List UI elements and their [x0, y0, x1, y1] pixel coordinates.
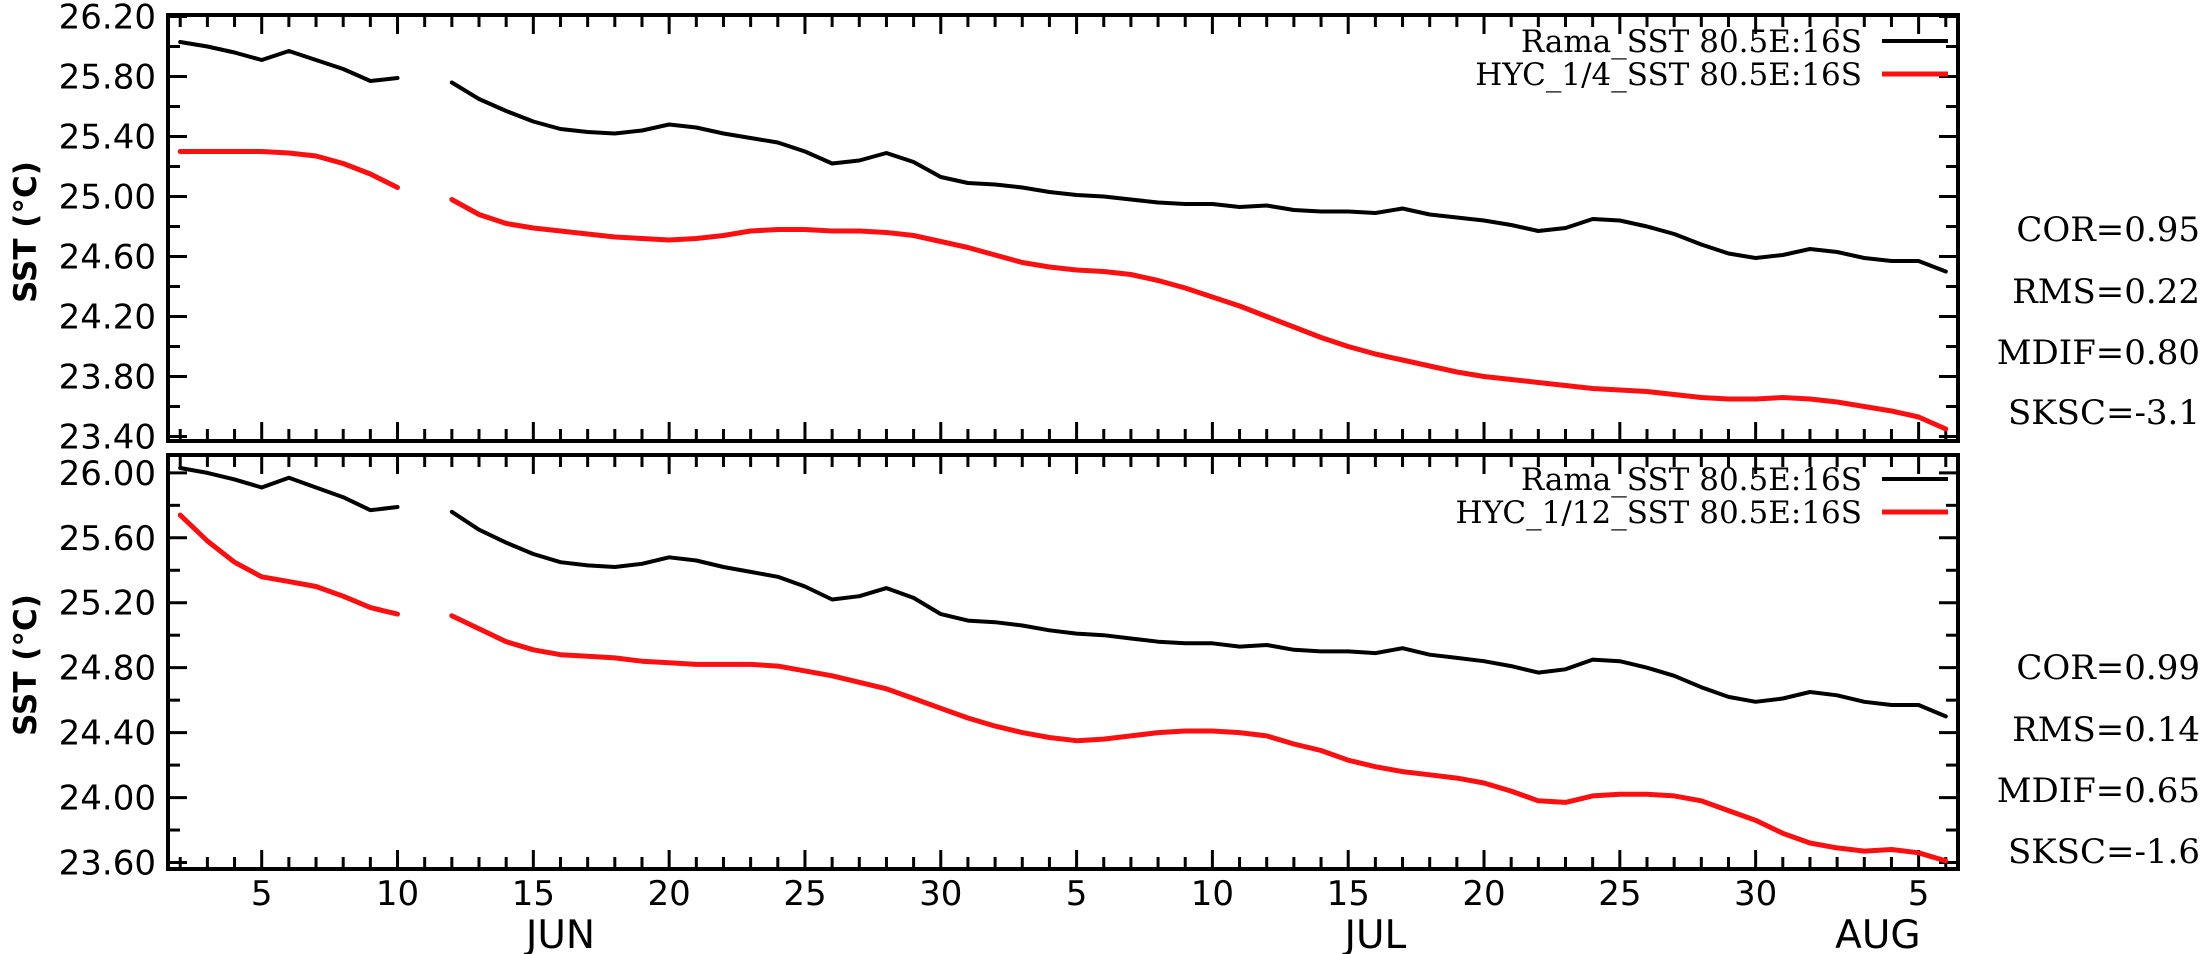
x-tick-label: 25	[1598, 874, 1641, 914]
x-tick-label: 30	[919, 874, 962, 914]
y-tick-label: 23.80	[59, 358, 156, 398]
x-tick-label: 10	[1191, 874, 1234, 914]
bottom-stat-sksc: SKSC=-1.6	[2008, 832, 2200, 872]
series-line-hycom	[177, 149, 1949, 432]
x-tick-label: 10	[376, 874, 419, 914]
top-stat-mdif: MDIF=0.80	[1997, 333, 2200, 373]
top-legend-label-hyc14: HYC_1/4_SST 80.5E:16S	[1475, 57, 1862, 93]
y-tick-label: 24.00	[59, 779, 156, 819]
top-chart: 23.40 23.80 24.20 24.60 25.00 25.40 25.80 26.20…	[8, 0, 2200, 458]
y-tick-label: 25.00	[59, 178, 156, 218]
x-tick-label: 5	[251, 874, 273, 914]
bottom-stat-mdif: MDIF=0.65	[1997, 771, 2200, 811]
plot-frame	[166, 13, 1960, 443]
x-tick-label: 15	[512, 874, 555, 914]
month-label: AUG	[1835, 913, 1920, 954]
x-tick-label: 25	[783, 874, 826, 914]
x-tick-label: 20	[648, 874, 691, 914]
top-stat-sksc: SKSC=-3.1	[2008, 393, 2200, 433]
y-tick-label: 26.00	[59, 454, 156, 494]
y-tick-label: 25.60	[59, 519, 156, 559]
top-chart-plot: 23.40 23.80 24.20 24.60 25.00 25.40 25.80 26.20	[59, 0, 1960, 458]
y-tick-label: 23.40	[59, 418, 156, 458]
month-label: JUN	[523, 913, 595, 954]
top-stat-cor: COR=0.95	[2016, 210, 2200, 250]
bottom-chart: 23.60 24.00 24.40 24.80 25.20 25.60 26.00 5 10 15…	[8, 453, 2200, 954]
top-y-axis-title: SST (°C)	[8, 161, 44, 303]
y-tick-label: 26.20	[59, 0, 156, 38]
y-tick-label: 24.80	[59, 649, 156, 689]
bottom-stat-rms: RMS=0.14	[2012, 710, 2200, 750]
top-stat-rms: RMS=0.22	[2012, 272, 2200, 312]
bottom-chart-plot: 23.60 24.00 24.40 24.80 25.20 25.60 26.00 5 10 15…	[59, 453, 1960, 954]
y-tick-label: 25.40	[59, 118, 156, 158]
top-legend-label-rama: Rama_SST 80.5E:16S	[1521, 24, 1862, 60]
x-tick-label: 15	[1327, 874, 1370, 914]
month-label: JUL	[1341, 913, 1406, 954]
bottom-legend-label-rama: Rama_SST 80.5E:16S	[1521, 462, 1862, 498]
y-tick-label: 25.20	[59, 584, 156, 624]
series-line-rama	[178, 466, 1948, 719]
y-tick-label: 24.40	[59, 714, 156, 754]
series-line-rama	[178, 40, 1948, 274]
y-tick-label: 24.60	[59, 238, 156, 278]
bottom-y-axis-title: SST (°C)	[8, 594, 44, 736]
y-tick-label: 23.60	[59, 844, 156, 884]
x-tick-label: 30	[1734, 874, 1777, 914]
series-line-hycom	[177, 512, 1949, 864]
x-tick-label: 5	[1066, 874, 1088, 914]
bottom-legend-label-hyc112: HYC_1/12_SST 80.5E:16S	[1455, 495, 1862, 531]
x-tick-label: 5	[1908, 874, 1930, 914]
x-tick-label: 20	[1462, 874, 1505, 914]
plot-frame	[166, 453, 1960, 871]
y-tick-label: 24.20	[59, 298, 156, 338]
y-tick-label: 25.80	[59, 58, 156, 98]
bottom-stat-cor: COR=0.99	[2016, 648, 2200, 688]
